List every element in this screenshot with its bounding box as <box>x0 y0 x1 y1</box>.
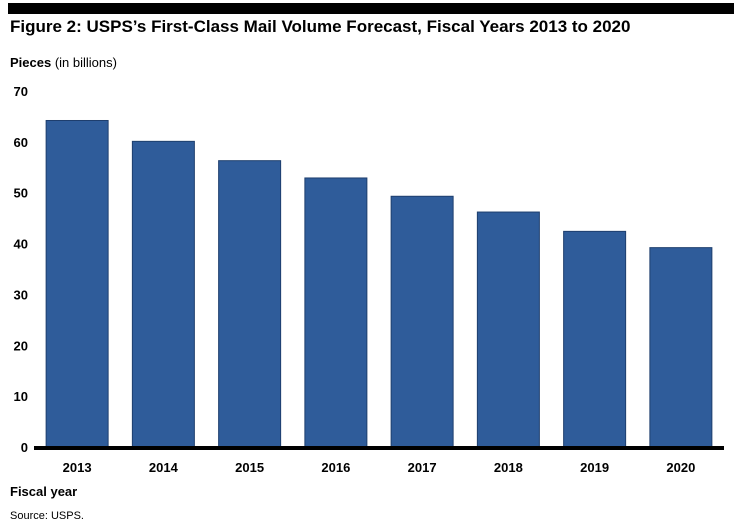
y-tick-label: 40 <box>14 237 28 252</box>
x-tick-label: 2016 <box>321 460 350 475</box>
y-tick-label: 10 <box>14 389 28 404</box>
bar <box>563 230 627 448</box>
x-tick-label: 2020 <box>666 460 695 475</box>
title-rule <box>8 3 734 14</box>
x-tick-label: 2014 <box>149 460 179 475</box>
y-tick-label: 60 <box>14 135 28 150</box>
y-tick-label: 0 <box>21 440 28 455</box>
y-axis-label: Pieces (in billions) <box>10 55 117 70</box>
figure-title: Figure 2: USPS’s First-Class Mail Volume… <box>10 17 631 36</box>
bar <box>218 160 282 448</box>
x-tick-label: 2015 <box>235 460 264 475</box>
bar <box>476 211 540 448</box>
y-axis-label-main: Pieces <box>10 55 52 70</box>
x-tick-label: 2017 <box>408 460 437 475</box>
bar <box>304 177 368 448</box>
source-note: Source: USPS. <box>10 510 84 522</box>
x-axis-label: Fiscal year <box>10 484 78 499</box>
y-tick-label: 70 <box>14 84 28 99</box>
y-axis-label-unit: (in billions) <box>54 55 117 70</box>
bar <box>649 247 713 448</box>
bar <box>131 140 195 448</box>
y-tick-label: 30 <box>14 287 28 302</box>
x-tick-label: 2019 <box>580 460 609 475</box>
y-tick-label: 50 <box>14 186 28 201</box>
bar <box>390 195 454 448</box>
x-tick-label: 2018 <box>494 460 523 475</box>
bar <box>45 119 109 448</box>
x-tick-label: 2013 <box>63 460 92 475</box>
y-tick-label: 20 <box>14 338 28 353</box>
